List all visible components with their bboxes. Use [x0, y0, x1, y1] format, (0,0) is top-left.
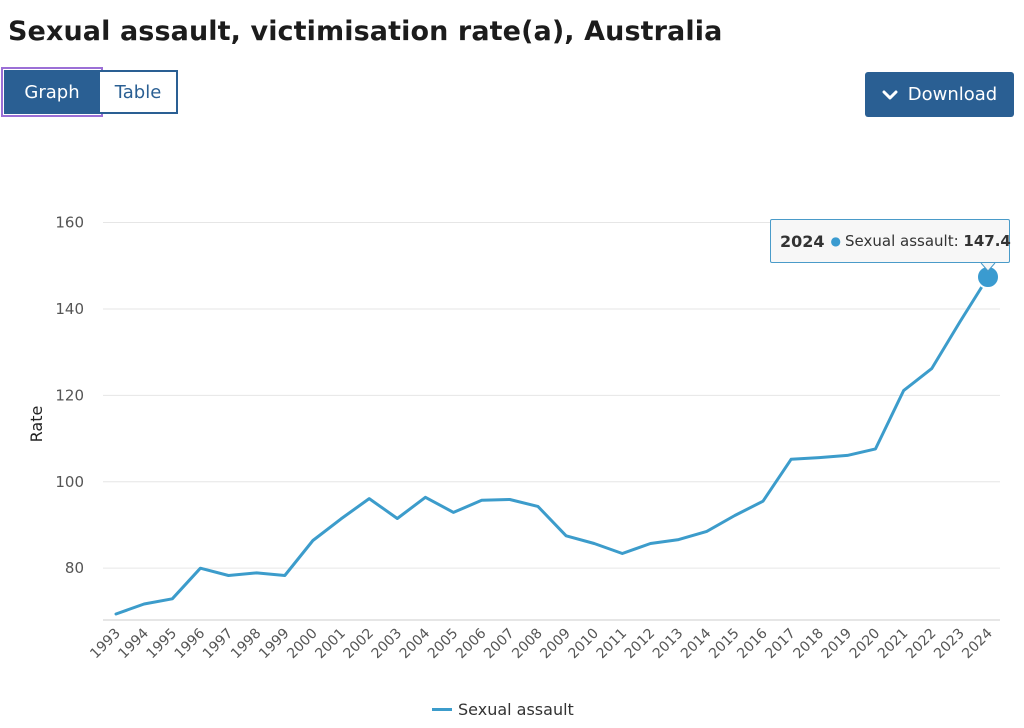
data-point [141, 601, 147, 607]
tab-graph[interactable]: Graph [1, 67, 103, 117]
data-point [591, 541, 597, 547]
view-tabs: Graph Table [1, 67, 178, 117]
x-tick-label: 2000 [284, 626, 321, 663]
data-point [226, 573, 232, 579]
x-tick-label: 2007 [481, 626, 518, 663]
x-tick-label: 2002 [340, 626, 377, 663]
data-point [422, 494, 428, 500]
data-point [872, 446, 878, 452]
y-tick-label: 120 [55, 386, 84, 404]
y-tick-label: 100 [55, 473, 84, 491]
x-tick-label: 2023 [931, 626, 968, 663]
data-point [254, 570, 260, 576]
data-point [451, 509, 457, 515]
x-tick-label: 2016 [734, 625, 771, 662]
series-line [114, 275, 990, 616]
data-point [704, 528, 710, 534]
x-tick-label: 2014 [678, 625, 715, 662]
tooltip-year: 2024 [780, 231, 825, 251]
x-tick-label: 2017 [762, 626, 799, 663]
x-tick-label: 1993 [87, 626, 124, 663]
x-tick-label: 2020 [847, 626, 884, 663]
x-tick-label: 2009 [537, 626, 574, 663]
data-point [535, 503, 541, 509]
x-tick-label: 2012 [622, 626, 659, 663]
x-tick-label: 2015 [706, 626, 743, 663]
y-tick-label: 140 [55, 300, 84, 318]
x-tick-label: 2011 [594, 626, 631, 663]
x-tick-label: 1995 [144, 626, 181, 663]
chart-tooltip: 2024 ● Sexual assault: 147.4 [770, 219, 1011, 263]
download-button[interactable]: Download [865, 72, 1014, 117]
data-point [676, 537, 682, 543]
chart-legend[interactable]: Sexual assault [432, 700, 574, 719]
data-point [957, 319, 963, 325]
data-point [647, 541, 653, 547]
data-point [338, 516, 344, 522]
data-point [507, 496, 513, 502]
x-tick-label: 2021 [875, 626, 912, 663]
x-tick-label: 2019 [819, 626, 856, 663]
data-point [844, 452, 850, 458]
legend-swatch [432, 708, 452, 711]
x-tick-label: 1997 [200, 626, 237, 663]
x-tick-label: 1999 [256, 626, 293, 663]
x-tick-label: 1998 [228, 626, 265, 663]
y-tick-label: 80 [65, 559, 84, 577]
data-point [788, 456, 794, 462]
data-point [394, 515, 400, 521]
x-tick-label: 2022 [903, 626, 940, 663]
data-point [282, 573, 288, 579]
x-tick-label: 2010 [566, 626, 603, 663]
data-point [760, 498, 766, 504]
data-point [197, 565, 203, 571]
data-point [113, 611, 119, 617]
y-axis-title: Rate [27, 406, 46, 443]
x-tick-label: 2018 [791, 626, 828, 663]
data-point [479, 497, 485, 503]
tooltip-series-dot-icon: ● [830, 234, 842, 248]
data-point [619, 550, 625, 556]
x-tick-label: 2001 [312, 626, 349, 663]
x-tick-label: 2013 [650, 626, 687, 663]
tooltip-value: 147.4 [963, 232, 1011, 250]
data-point [169, 596, 175, 602]
data-point [901, 388, 907, 394]
x-tick-label: 2006 [453, 625, 490, 662]
legend-label: Sexual assault [458, 700, 574, 719]
x-tick-label: 2003 [369, 626, 406, 663]
x-tick-label: 2004 [397, 625, 434, 662]
data-point [816, 455, 822, 461]
tab-table[interactable]: Table [100, 70, 178, 114]
data-point [366, 496, 372, 502]
page-title: Sexual assault, victimisation rate(a), A… [8, 16, 723, 47]
tooltip-pointer [980, 262, 996, 272]
tooltip-series-label: Sexual assault: [845, 232, 959, 250]
data-point [310, 538, 316, 544]
x-tick-label: 2005 [425, 626, 462, 663]
chevron-down-icon [882, 89, 898, 101]
data-point [732, 512, 738, 518]
x-tick-label: 2008 [509, 626, 546, 663]
x-tick-label: 2024 [959, 625, 996, 662]
data-point [929, 366, 935, 372]
x-tick-label: 1996 [172, 625, 209, 662]
download-label: Download [907, 84, 998, 105]
data-point [563, 533, 569, 539]
y-tick-label: 160 [55, 214, 84, 232]
x-tick-label: 1994 [115, 625, 152, 662]
